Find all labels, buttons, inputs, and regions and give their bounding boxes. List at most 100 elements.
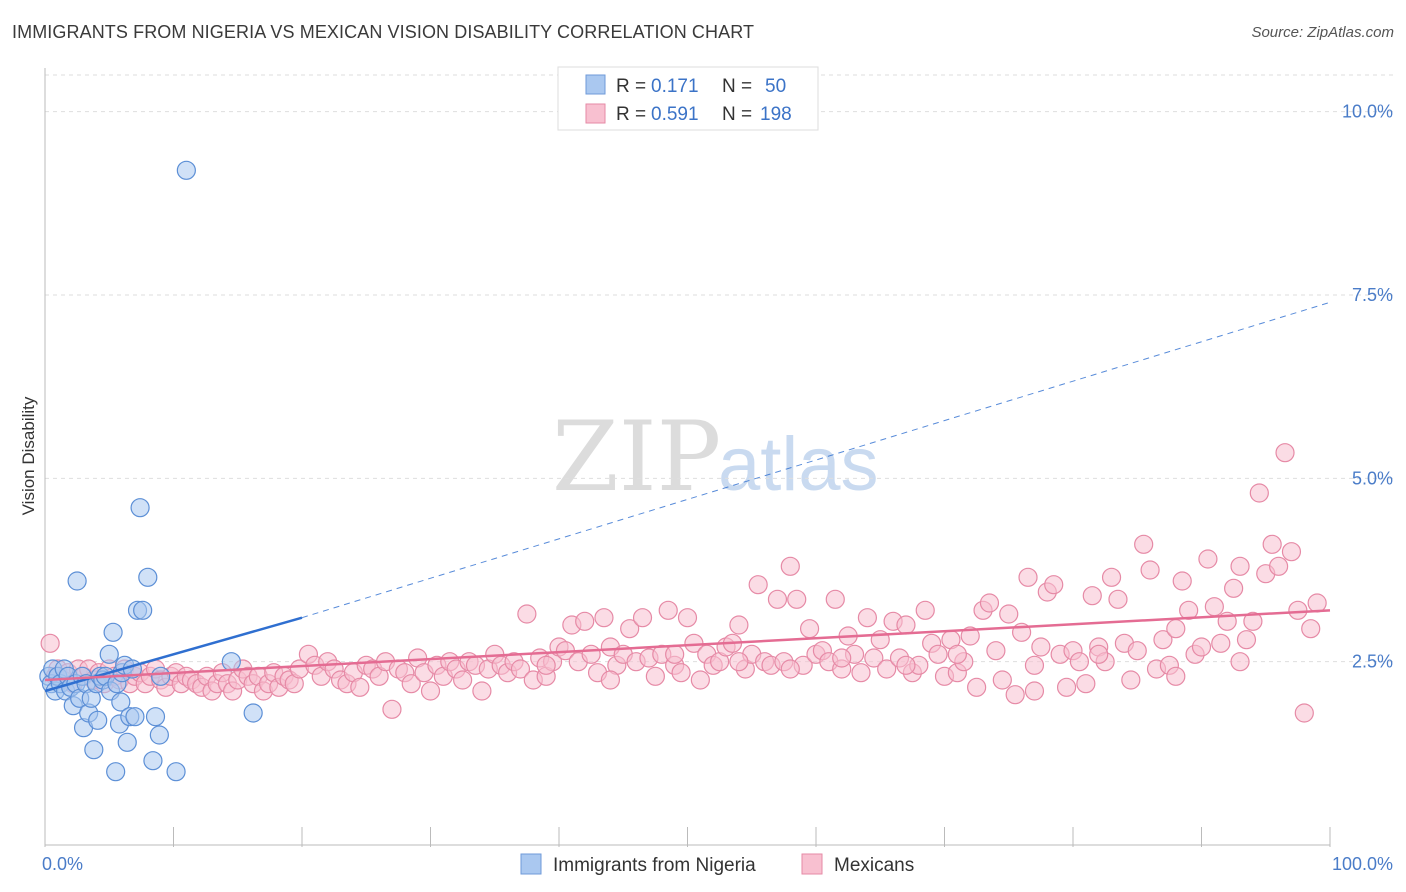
mexicans-point-74 <box>453 670 473 690</box>
legend-r-value-nigeria: 0.171 <box>651 76 699 97</box>
mexicans-point-120 <box>748 575 768 595</box>
nigeria-point-28 <box>106 762 126 782</box>
mexicans-point-181 <box>1140 560 1160 580</box>
mexicans-point-183 <box>1153 630 1173 650</box>
axes <box>44 68 1331 847</box>
legend-swatch-mexicans <box>585 103 606 124</box>
chart-title: IMMIGRANTS FROM NIGERIA VS MEXICAN VISIO… <box>12 22 755 42</box>
mexicans-point-100 <box>620 619 640 639</box>
mexicans-point-69 <box>420 681 441 701</box>
mexicans-point-132 <box>825 589 845 609</box>
legend-r-value-mexicans: 0.591 <box>651 104 699 125</box>
mexicans-point-126 <box>787 589 807 609</box>
legend-n-label-mexicans: N = <box>722 104 752 125</box>
mexicans-point-157 <box>986 641 1006 661</box>
y-tick-label-2: 7.5% <box>1352 285 1393 305</box>
mexicans-point-148 <box>928 644 948 664</box>
mexicans-point-197 <box>1243 611 1263 631</box>
mexicans-point-202 <box>1275 443 1295 463</box>
mexicans-point-104 <box>645 666 665 686</box>
mexicans-point-218 <box>600 670 621 690</box>
mexicans-point-219 <box>536 655 556 675</box>
mexicans-point-123 <box>767 589 788 609</box>
mexicans-point-205 <box>1294 703 1314 723</box>
mexicans-point-94 <box>581 644 601 664</box>
x-tick-label-left: 0.0% <box>42 854 83 874</box>
mexicans-point-179 <box>1127 641 1147 661</box>
mexicans-point-140 <box>877 659 897 679</box>
nigeria-point-47 <box>176 160 196 180</box>
mexicans-point-163 <box>1024 655 1045 675</box>
mexicans-point-137 <box>857 608 878 628</box>
bottom-legend: Immigrants from Nigeria Mexicans <box>520 853 914 876</box>
mexicans-point-160 <box>1005 685 1025 705</box>
y-tick-label-3: 10.0% <box>1342 102 1393 122</box>
mexicans-point-175 <box>1101 567 1122 587</box>
nigeria-point-48 <box>221 652 241 672</box>
mexicans-point-111 <box>690 670 710 690</box>
mexicans-point-217 <box>665 644 685 664</box>
nigeria-point-41 <box>138 567 158 587</box>
nigeria-point-39 <box>130 498 150 518</box>
mexicans-point-102 <box>632 608 653 628</box>
mexicans-point-186 <box>1172 571 1192 591</box>
y-tick-label-1: 5.0% <box>1352 468 1393 488</box>
mexicans-point-146 <box>915 600 935 620</box>
nigeria-point-43 <box>145 707 166 727</box>
mexicans-point-178 <box>1121 670 1141 690</box>
watermark-atlas: atlas <box>718 422 879 507</box>
mexicans-point-192 <box>1211 633 1231 653</box>
mexicans-point-204 <box>1288 600 1308 620</box>
watermark-zip: ZIP <box>552 401 721 513</box>
mexicans-point-117 <box>729 615 749 635</box>
mexicans-point-211 <box>1024 681 1045 701</box>
mexicans-point-215 <box>780 659 800 679</box>
mexicans-point-187 <box>1179 600 1199 620</box>
mexicans-point-176 <box>1108 589 1128 609</box>
nigeria-trend-dashed <box>301 301 1331 619</box>
mexicans-point-168 <box>1056 677 1077 697</box>
mexicans-point-66 <box>401 674 421 694</box>
legend-n-label-nigeria: N = <box>722 76 752 97</box>
mexicans-point-156 <box>979 593 1000 613</box>
nigeria-point-49 <box>243 703 263 723</box>
mexicans-point-171 <box>1076 674 1096 694</box>
mexicans-point-63 <box>382 699 402 719</box>
mexicans-point-213 <box>896 655 916 675</box>
mexicans-point-209 <box>1166 666 1186 686</box>
mexicans-point-164 <box>1031 637 1051 657</box>
mexicans-point-208 <box>1230 652 1250 672</box>
mexicans-point-191 <box>1204 597 1224 617</box>
mexicans-point-84 <box>517 604 537 624</box>
source-label: Source: ZipAtlas.com <box>1251 24 1394 41</box>
legend-swatch-nigeria <box>585 74 606 95</box>
mexicans-point-200 <box>1262 534 1282 554</box>
bottom-legend-label-nigeria: Immigrants from Nigeria <box>553 855 756 876</box>
nigeria-point-44 <box>149 725 169 745</box>
mexicans-point-154 <box>967 677 987 697</box>
nigeria-point-45 <box>151 666 171 686</box>
mexicans-point-185 <box>1166 619 1186 639</box>
top-legend: R = 0.171 N = 50 R = 0.591 N = 198 <box>557 66 819 131</box>
mexicans-point-77 <box>472 681 492 701</box>
tick-labels: 2.5% 5.0% 7.5% 10.0% 0.0% 100.0% <box>42 102 1393 874</box>
mexicans-point-203 <box>1281 542 1302 562</box>
mexicans-point-108 <box>671 663 691 683</box>
y-tick-label-0: 2.5% <box>1352 652 1393 672</box>
nigeria-point-40 <box>133 600 153 620</box>
nigeria-point-27 <box>103 622 123 642</box>
mexicans-point-58 <box>350 677 370 697</box>
mexicans-point-159 <box>999 604 1019 624</box>
legend-r-label-nigeria: R = <box>616 76 646 97</box>
mexicans-point-96 <box>594 608 614 628</box>
nigeria-point-21 <box>88 710 108 730</box>
nigeria-point-42 <box>143 751 163 771</box>
mexicans-point-143 <box>896 615 916 635</box>
mexicans-point-170 <box>1069 652 1090 672</box>
nigeria-point-25 <box>99 644 119 664</box>
x-tick-label-right: 100.0% <box>1332 854 1393 874</box>
bottom-legend-swatch-nigeria <box>520 853 542 875</box>
grid-lines <box>45 74 1395 663</box>
bottom-legend-label-mexicans: Mexicans <box>834 855 914 876</box>
mexicans-point-198 <box>1249 483 1269 503</box>
